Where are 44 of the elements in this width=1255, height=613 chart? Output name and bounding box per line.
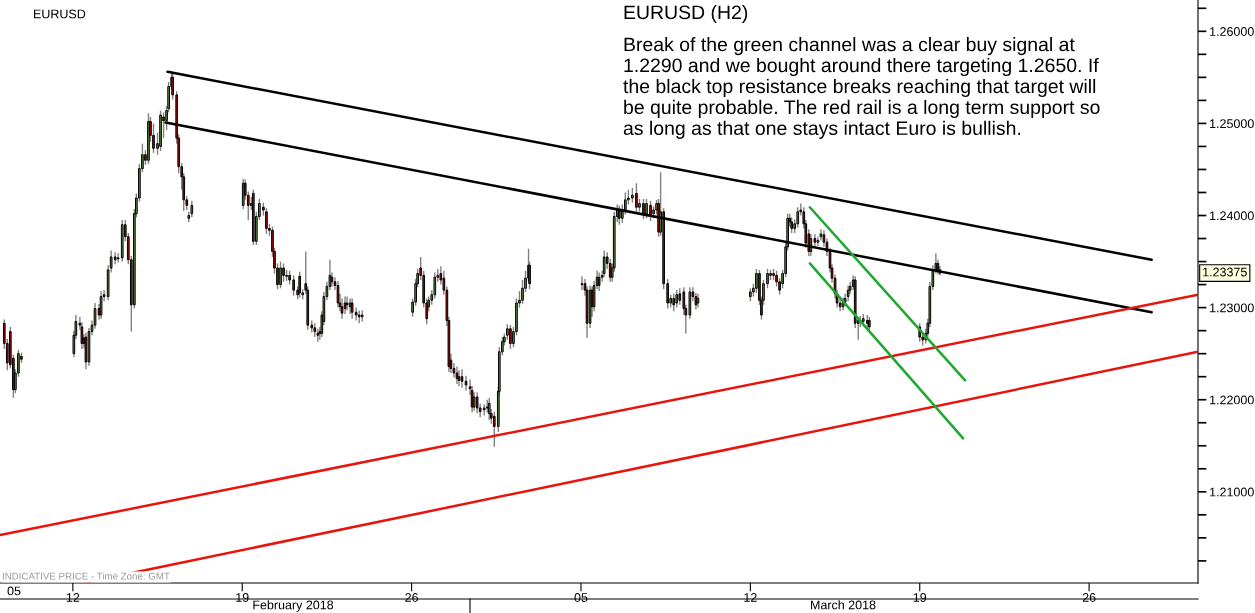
- candlestick: [265, 207, 268, 235]
- candlestick: [769, 269, 772, 281]
- candlestick: [645, 198, 648, 219]
- y-tick-label: 1.21000: [1210, 487, 1254, 497]
- x-tick-label: 12: [66, 593, 80, 602]
- text: 1.23375: [1203, 267, 1247, 277]
- candlestick: [635, 182, 638, 213]
- candlestick: [241, 177, 245, 210]
- annotation: Break of the green channel was a clear buy signal at 1.2290 and we bought around there targeting 1.2650. If the black top resistance breaks reaching that target will be quite probable. The red rail is a long term support so as long as that one stays intact Euro is bullish.: [623, 37, 1100, 139]
- text: February 2018: [253, 600, 334, 612]
- candlestick: [460, 368, 464, 389]
- candlestick: [796, 206, 800, 229]
- y-tick-label: 1.26000: [1210, 27, 1254, 36]
- x-tick-label: 12: [744, 593, 757, 602]
- candlestick: [279, 260, 282, 289]
- candlestick: [457, 369, 461, 387]
- candlestick: [649, 200, 652, 222]
- x-tick-label: 26: [405, 593, 418, 602]
- candlestick: [509, 324, 512, 350]
- x-tick-label: 05: [574, 593, 588, 602]
- annotation: INDICATIVE PRICE - Time Zone: GMT: [2, 572, 170, 580]
- candlestick: [475, 391, 479, 415]
- y-tick-label: 1.23000: [1210, 303, 1254, 313]
- candlestick: [749, 287, 752, 302]
- candlestick: [350, 297, 354, 320]
- text: March 2018: [811, 600, 876, 610]
- x-tick-label: 19: [913, 593, 927, 602]
- candlestick: [506, 323, 509, 341]
- y-tick-label: 1.22000: [1210, 395, 1254, 405]
- candlestick: [292, 274, 295, 297]
- candlestick: [313, 322, 317, 338]
- candlestick: [159, 109, 162, 152]
- candlestick: [482, 403, 486, 417]
- x-tick-label: 26: [1082, 593, 1096, 602]
- annotation: EURUSD: [34, 9, 86, 19]
- y-tick-label: 1.25000: [1210, 119, 1254, 129]
- candlestick: [282, 262, 285, 283]
- candlestick: [642, 198, 645, 220]
- chart-title: EURUSD (H2): [624, 4, 748, 24]
- candlestick: [631, 187, 634, 204]
- candlestick: [464, 375, 468, 392]
- candlestick: [354, 306, 358, 322]
- x-tick-label: 19: [236, 593, 249, 602]
- y-tick-label: 1.24000: [1210, 211, 1254, 221]
